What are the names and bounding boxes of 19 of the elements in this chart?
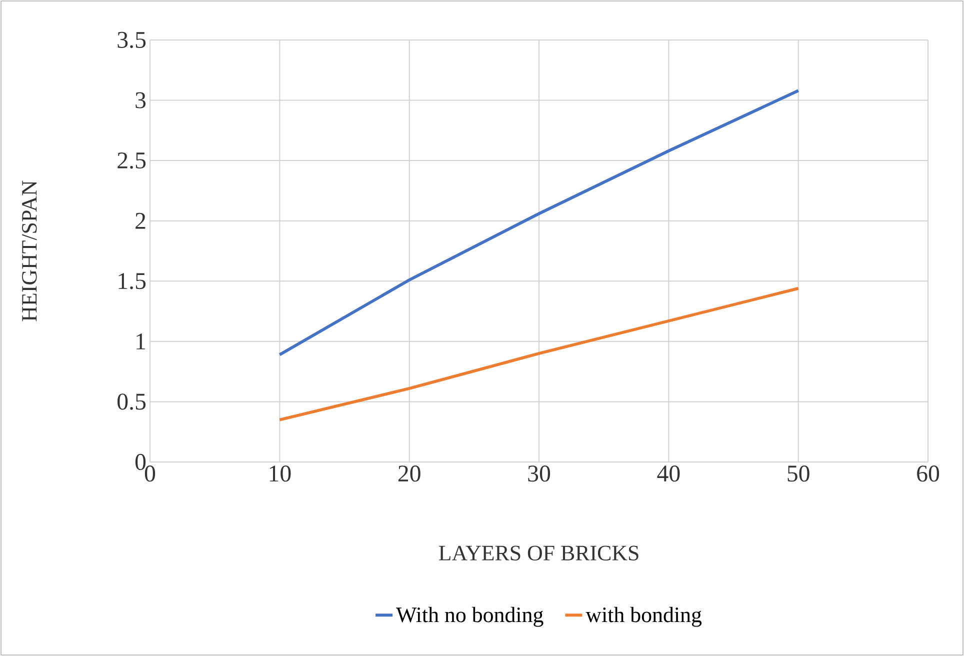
x-tick-label: 10	[270, 466, 291, 482]
y-axis-title: HEIGHT/SPAN	[22, 180, 37, 322]
y-tick-label: 0	[135, 454, 146, 470]
legend-label: with bonding	[586, 606, 702, 627]
y-tick-label: 2.5	[118, 152, 146, 169]
y-tick-label: 1.5	[118, 273, 146, 290]
line-series	[278, 89, 800, 356]
legend-label: With no bonding	[396, 606, 544, 627]
y-tick-label: 1	[136, 334, 146, 350]
y-tick-label: 3	[136, 92, 146, 108]
x-tick-label: 30	[528, 466, 550, 482]
x-tick-label: 60	[917, 466, 940, 482]
x-tick-label: 50	[788, 466, 810, 482]
y-tick-label: 2	[136, 212, 146, 229]
x-tick-label: 20	[398, 466, 420, 482]
x-axis-title: LAYERS OF BRICKS	[438, 546, 638, 561]
y-tick-label: 0.5	[118, 394, 146, 410]
y-tick-label: 3.5	[118, 32, 146, 48]
x-tick-label: 40	[657, 466, 680, 482]
